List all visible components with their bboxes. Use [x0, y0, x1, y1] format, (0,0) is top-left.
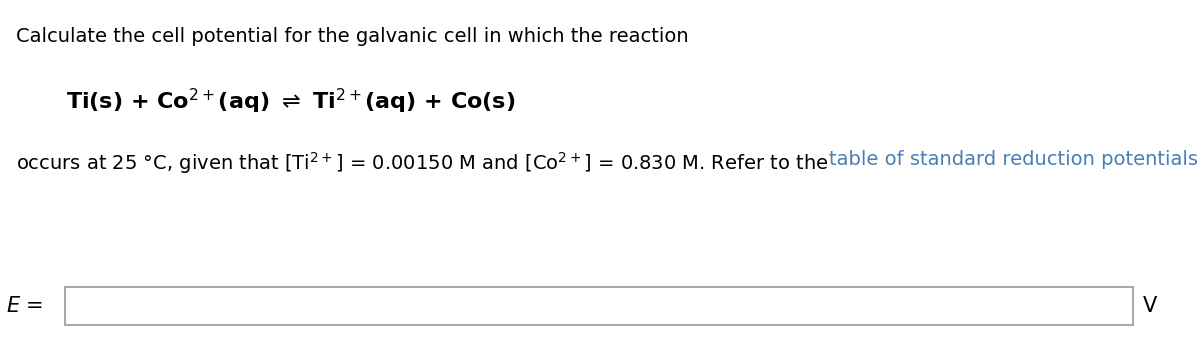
Text: $E$ =: $E$ = [6, 296, 43, 316]
Text: occurs at 25 °C, given that [Ti$^{2+}$] = 0.00150 M and [Co$^{2+}$] = 0.830 M. R: occurs at 25 °C, given that [Ti$^{2+}$] … [16, 150, 829, 176]
Text: .: . [1198, 150, 1200, 169]
Text: table of standard reduction potentials: table of standard reduction potentials [829, 150, 1198, 169]
Text: V: V [1142, 296, 1157, 316]
Text: Calculate the cell potential for the galvanic cell in which the reaction: Calculate the cell potential for the gal… [16, 27, 689, 46]
Text: Ti(s) + Co$^{2+}$(aq) $\rightleftharpoons$ Ti$^{2+}$(aq) + Co(s): Ti(s) + Co$^{2+}$(aq) $\rightleftharpoon… [66, 87, 515, 116]
